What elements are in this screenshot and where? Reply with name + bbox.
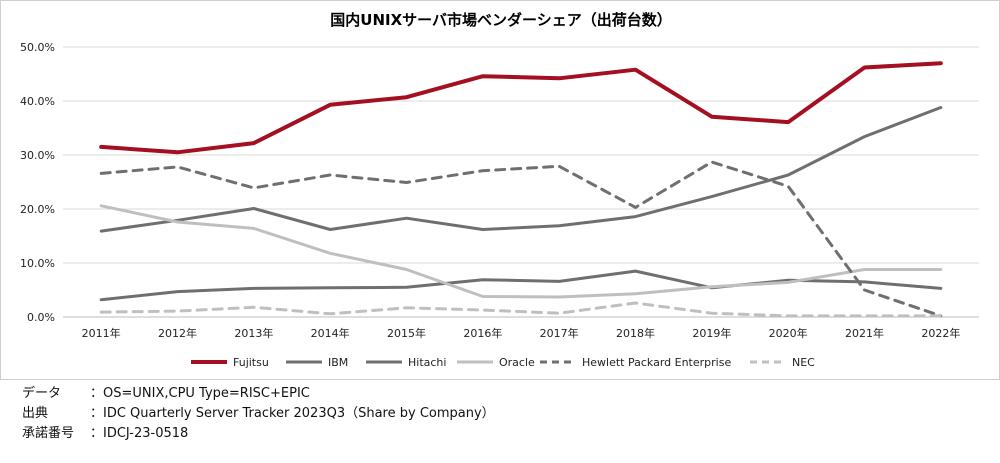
legend-label: Fujitsu (233, 356, 269, 369)
footer-key: 承諾番号 (22, 426, 75, 441)
y-tick-label: 20.0% (20, 203, 55, 216)
footer-row-source: 出典 ：IDC Quarterly Server Tracker 2023Q3（… (22, 404, 495, 424)
x-tick-label: 2019年 (692, 326, 731, 340)
y-tick-label: 50.0% (20, 41, 55, 54)
footer-notes: データ ：OS=UNIX,CPU Type=RISC+EPIC 出典 ：IDC … (22, 384, 495, 444)
footer-row-approval: 承諾番号 ：IDCJ-23-0518 (22, 424, 495, 444)
x-tick-label: 2017年 (540, 326, 579, 340)
footer-row-data: データ ：OS=UNIX,CPU Type=RISC+EPIC (22, 384, 495, 404)
series-line-nec (99, 301, 943, 318)
series-line-oracle (99, 204, 943, 299)
footer-key: 出典 (22, 406, 49, 421)
series-line-fujitsu (99, 61, 943, 155)
series-line-hewlett-packard-enterprise (99, 160, 943, 318)
x-tick-label: 2014年 (311, 326, 350, 340)
x-tick-label: 2018年 (616, 326, 655, 340)
line-chart: 国内UNIXサーバ市場ベンダーシェア（出荷台数） 0.0% 10.0% 20.0% 3… (20, 11, 979, 369)
legend-label: Oracle (499, 356, 535, 369)
x-tick-label: 2012年 (158, 326, 197, 340)
y-tick-label: 10.0% (20, 257, 55, 270)
footer-key: データ (22, 386, 62, 401)
x-tick-label: 2016年 (463, 326, 502, 340)
footer-value: ：IDCJ-23-0518 (90, 426, 189, 441)
y-tick-label: 40.0% (20, 95, 55, 108)
x-tick-label: 2020年 (769, 326, 808, 340)
chart-container: 国内UNIXサーバ市場ベンダーシェア（出荷台数） 0.0% 10.0% 20.0% 3… (0, 0, 1000, 380)
series-line-ibm (99, 106, 943, 233)
x-tick-label: 2022年 (921, 326, 960, 340)
x-tick-label: 2021年 (845, 326, 884, 340)
legend-label: Hewlett Packard Enterprise (582, 356, 731, 369)
x-tick-label: 2011年 (82, 326, 121, 340)
y-tick-label: 30.0% (20, 149, 55, 162)
legend-label: Hitachi (408, 356, 446, 369)
legend-label: IBM (328, 356, 348, 369)
legend-label: NEC (792, 356, 815, 369)
y-tick-label: 0.0% (27, 311, 55, 324)
x-tick-label: 2015年 (387, 326, 426, 340)
chart-title: 国内UNIXサーバ市場ベンダーシェア（出荷台数） (330, 11, 671, 29)
footer-value: ：IDC Quarterly Server Tracker 2023Q3（Sha… (90, 406, 495, 421)
x-tick-label: 2013年 (234, 326, 273, 340)
footer-value: ：OS=UNIX,CPU Type=RISC+EPIC (90, 386, 310, 401)
